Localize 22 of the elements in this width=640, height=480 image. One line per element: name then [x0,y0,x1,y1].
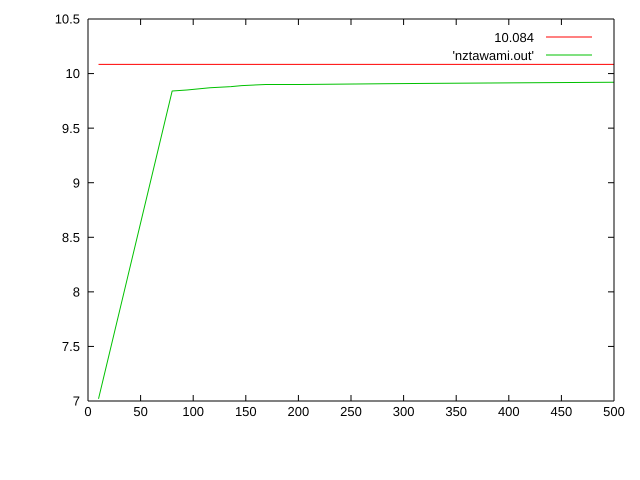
y-tick-label: 7.5 [62,339,80,354]
x-tick-label: 500 [603,404,625,420]
x-tick-label: 250 [340,404,362,420]
legend-label: 10.084 [494,30,534,44]
y-tick-label: 10 [66,66,80,82]
y-tick-label: 7 [72,394,80,409]
y-tick-label: 10.5 [54,12,80,27]
x-tick-label: 400 [498,404,520,420]
x-tick-label: 300 [392,404,414,420]
x-tick-label: 200 [288,404,310,420]
x-tick-label: 50 [133,404,148,420]
y-tick-label: 8 [72,284,80,300]
x-tick-label: 350 [445,404,468,420]
legend-label: 'nztawami.out' [452,48,534,62]
y-tick-label: 8.5 [62,230,80,245]
x-tick-label: 0 [84,404,92,420]
y-tick-label: 9 [72,175,80,190]
y-tick-label: 9.5 [62,120,80,136]
x-tick-label: 450 [550,404,572,420]
x-tick-label: 150 [234,404,257,420]
line-series [98,82,614,400]
x-tick-label: 100 [182,404,204,420]
